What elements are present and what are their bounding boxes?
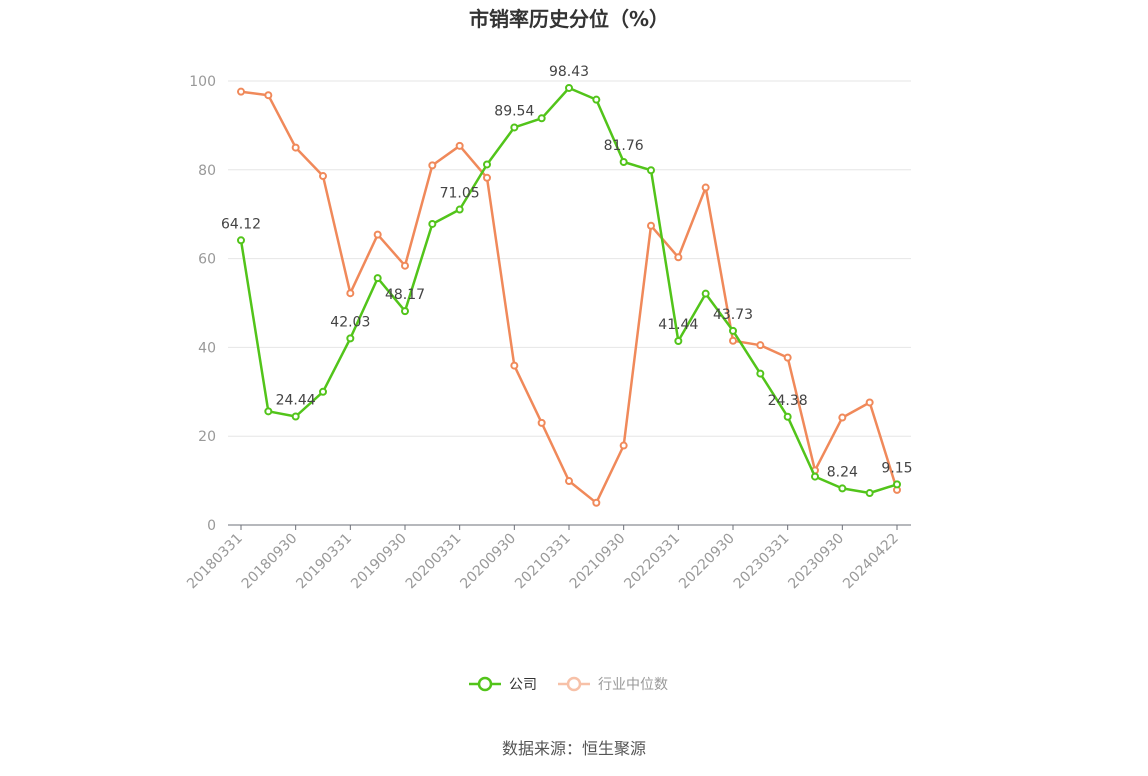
data-label: 89.54	[494, 103, 534, 119]
data-point[interactable]	[373, 274, 382, 283]
series-industry	[237, 87, 901, 507]
legend: 公司 行业中位数	[469, 676, 668, 693]
data-point[interactable]	[865, 398, 874, 407]
data-point[interactable]	[865, 489, 874, 498]
legend-label-company: 公司	[509, 677, 537, 693]
series-line	[239, 86, 898, 495]
data-label: 71.05	[440, 186, 480, 202]
data-label: 8.24	[827, 464, 858, 480]
x-tick-label: 20190930	[348, 531, 410, 593]
data-point[interactable]	[537, 418, 546, 427]
data-point[interactable]	[455, 205, 464, 214]
data-point[interactable]	[565, 83, 573, 92]
y-tick-label: 0	[207, 518, 216, 534]
data-point[interactable]	[510, 361, 519, 370]
y-tick-label: 40	[198, 340, 216, 356]
data-point[interactable]	[346, 334, 355, 343]
x-tick-label: 20200331	[403, 531, 465, 593]
data-point[interactable]	[483, 160, 491, 169]
data-point[interactable]	[537, 114, 546, 123]
data-point[interactable]	[701, 289, 710, 298]
data-point[interactable]	[619, 157, 628, 166]
data-label: 41.44	[658, 317, 698, 333]
data-label: 24.44	[276, 392, 316, 408]
data-point[interactable]	[592, 498, 601, 507]
data-point[interactable]	[510, 123, 519, 132]
chart-title: 市销率历史分位（%）	[469, 7, 669, 31]
data-point[interactable]	[893, 480, 901, 489]
data-point[interactable]	[291, 412, 300, 421]
legend-marker-industry	[566, 676, 582, 692]
data-point[interactable]	[592, 95, 601, 104]
data-point[interactable]	[264, 407, 273, 416]
data-point[interactable]	[401, 261, 409, 270]
data-point[interactable]	[647, 166, 655, 175]
data-point[interactable]	[756, 369, 765, 378]
data-point[interactable]	[729, 336, 737, 345]
data-point[interactable]	[455, 141, 464, 150]
x-tick-label: 20220331	[621, 531, 683, 593]
x-tick-label: 20200930	[457, 531, 519, 593]
data-point[interactable]	[291, 143, 300, 152]
x-tick-label: 20230331	[731, 531, 793, 593]
data-point[interactable]	[838, 413, 847, 422]
x-tick-label: 20190331	[293, 531, 355, 593]
y-axis: 0 20 40 60 80 100	[189, 74, 216, 534]
series-company	[237, 83, 901, 498]
data-point[interactable]	[264, 91, 273, 100]
data-label: 24.38	[768, 393, 808, 409]
y-tick-label: 100	[189, 74, 216, 90]
y-tick-label: 20	[198, 429, 216, 445]
x-tick-label: 20180331	[184, 531, 246, 593]
legend-marker-company	[477, 676, 493, 692]
data-point[interactable]	[346, 289, 355, 298]
x-tick-label: 20240422	[840, 531, 902, 593]
data-point[interactable]	[428, 219, 437, 228]
x-tick-label: 20180930	[239, 531, 301, 593]
data-point[interactable]	[783, 412, 792, 421]
data-point[interactable]	[701, 183, 710, 192]
data-point[interactable]	[674, 253, 683, 262]
legend-item-industry[interactable]: 行业中位数	[558, 676, 668, 693]
data-label: 81.76	[604, 138, 644, 154]
y-tick-label: 80	[198, 163, 216, 179]
x-tick-label: 20220930	[676, 531, 738, 593]
data-label: 64.12	[221, 216, 261, 232]
data-point[interactable]	[811, 472, 819, 481]
x-tick-label: 20210331	[512, 531, 574, 593]
grid-lines	[228, 80, 911, 437]
data-point[interactable]	[647, 221, 655, 230]
data-point[interactable]	[565, 477, 573, 486]
data-label: 43.73	[713, 307, 753, 323]
series-layer	[237, 83, 901, 507]
data-point[interactable]	[237, 87, 245, 96]
data-point[interactable]	[319, 387, 327, 396]
data-source: 数据来源：恒生聚源	[502, 739, 646, 758]
x-axis: 2018033120180930201903312019093020200331…	[184, 524, 911, 593]
data-point[interactable]	[783, 353, 792, 362]
data-point[interactable]	[838, 484, 847, 493]
data-label: 98.43	[549, 64, 589, 80]
data-point[interactable]	[237, 236, 245, 245]
legend-label-industry: 行业中位数	[598, 677, 668, 693]
data-label: 48.17	[385, 287, 425, 303]
x-tick-label: 20230930	[785, 531, 847, 593]
data-label: 42.03	[330, 314, 370, 330]
data-point[interactable]	[428, 161, 437, 170]
data-point[interactable]	[674, 337, 683, 346]
x-tick-label: 20210930	[567, 531, 629, 593]
data-point[interactable]	[729, 326, 737, 335]
legend-item-company[interactable]: 公司	[469, 676, 537, 693]
data-label: 9.15	[881, 460, 912, 476]
data-point[interactable]	[619, 441, 628, 450]
data-point[interactable]	[319, 172, 327, 181]
data-labels: 64.12 24.44 42.03 48.17 71.05 89.54 98.43 81.76…	[221, 64, 913, 480]
y-tick-label: 60	[198, 252, 216, 268]
data-point[interactable]	[483, 173, 491, 182]
data-point[interactable]	[756, 341, 765, 350]
data-point[interactable]	[373, 230, 382, 239]
data-point[interactable]	[401, 307, 409, 316]
